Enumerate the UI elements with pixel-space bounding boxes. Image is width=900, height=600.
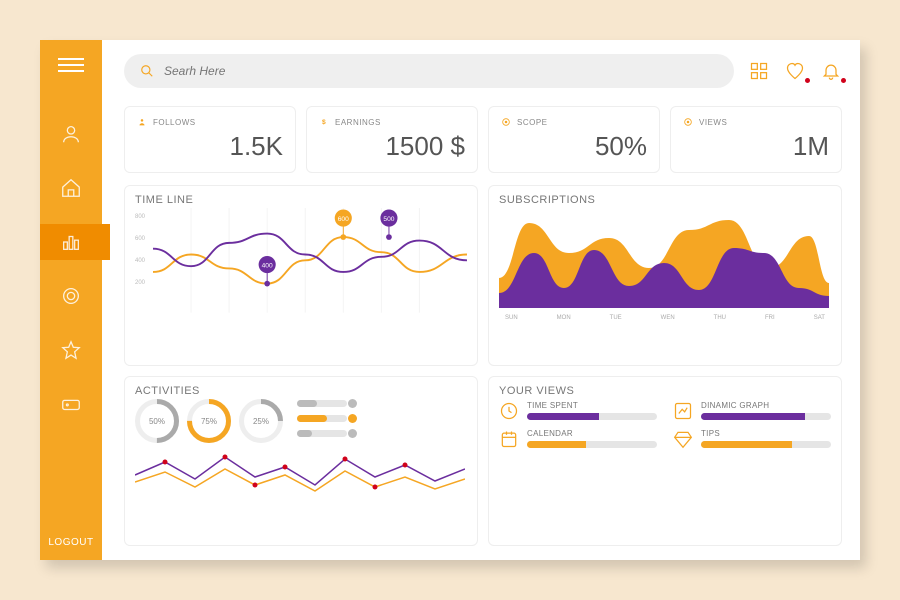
sidebar-item-star[interactable] xyxy=(40,332,102,368)
activities-panel: ACTIVITIES 50% 75% 25% xyxy=(124,376,478,547)
bell-icon[interactable] xyxy=(820,60,842,82)
stat-value: 1.5K xyxy=(137,131,283,162)
subscriptions-panel: SUBSCRIPTIONS SUNMONTUEWENTHUFRISAT xyxy=(488,185,842,366)
graph-icon xyxy=(673,401,693,421)
timeline-panel: TIME LINE 800600400200 400 600 500 xyxy=(124,185,478,366)
stat-cards: FOLLOWS 1.5K $ EARNINGS 1500 $ SCOPE 50% VIEWS 1… xyxy=(124,106,842,173)
dollar-icon: $ xyxy=(319,117,329,127)
activities-chart xyxy=(135,447,465,497)
sidebar-item-ticket[interactable] xyxy=(40,386,102,422)
donut-50%: 50% xyxy=(135,399,179,443)
calendar-icon xyxy=(499,429,519,449)
view-item-diamond: TIPS xyxy=(673,429,831,449)
diamond-icon xyxy=(673,429,693,449)
sidebar: LOGOUT xyxy=(40,40,102,560)
dashboard-app: LOGOUT FOLLOWS1.5K$EARN xyxy=(40,40,860,560)
svg-text:600: 600 xyxy=(338,216,349,223)
topbar xyxy=(124,54,842,88)
clock-icon xyxy=(499,401,519,421)
menu-toggle[interactable] xyxy=(58,54,84,76)
panel-title: ACTIVITIES xyxy=(135,385,467,397)
search-box[interactable] xyxy=(124,54,734,88)
view-item-calendar: CALENDAR xyxy=(499,429,657,449)
stat-label: EARNINGS xyxy=(335,118,381,127)
svg-text:50%: 50% xyxy=(149,417,165,426)
activity-pill xyxy=(297,414,357,423)
panel-title: SUBSCRIPTIONS xyxy=(499,194,831,206)
logout-button[interactable]: LOGOUT xyxy=(40,537,102,548)
donut-75%: 75% xyxy=(187,399,231,443)
search-icon xyxy=(140,64,154,78)
target-icon xyxy=(501,117,511,127)
chart-icon xyxy=(60,231,82,253)
view-label: CALENDAR xyxy=(527,429,657,438)
timeline-ylabels: 800600400200 xyxy=(135,214,145,286)
topbar-icons xyxy=(748,60,842,82)
activity-pill xyxy=(297,429,357,438)
user-icon xyxy=(60,123,82,145)
stat-value: 1M xyxy=(683,131,829,162)
svg-text:25%: 25% xyxy=(253,417,269,426)
search-input[interactable] xyxy=(164,64,718,78)
sidebar-item-chart[interactable] xyxy=(40,224,102,260)
panel-title: YOUR VIEWS xyxy=(499,385,831,397)
sidebar-item-user[interactable] xyxy=(40,116,102,152)
star-icon xyxy=(60,339,82,361)
activities-pills xyxy=(297,399,357,443)
user-icon xyxy=(137,117,147,127)
panel-title: TIME LINE xyxy=(135,194,467,206)
stat-value: 1500 $ xyxy=(319,131,465,162)
timeline-chart: 400 600 500 xyxy=(153,208,467,313)
notification-dot xyxy=(805,78,810,83)
stat-value: 50% xyxy=(501,131,647,162)
sidebar-item-circle[interactable] xyxy=(40,278,102,314)
svg-text:75%: 75% xyxy=(201,417,217,426)
view-label: DINAMIC GRAPH xyxy=(701,401,831,410)
views-panel: YOUR VIEWS TIME SPENT DINAMIC GRAPH CALEND… xyxy=(488,376,842,547)
grid-icon[interactable] xyxy=(748,60,770,82)
view-label: TIPS xyxy=(701,429,831,438)
activities-donuts: 50% 75% 25% xyxy=(135,399,283,443)
stat-label: SCOPE xyxy=(517,118,548,127)
view-item-graph: DINAMIC GRAPH xyxy=(673,401,831,421)
panels: TIME LINE 800600400200 400 600 500 SUBSCRI… xyxy=(124,185,842,546)
activity-pill xyxy=(297,399,357,408)
view-item-clock: TIME SPENT xyxy=(499,401,657,421)
heart-icon[interactable] xyxy=(784,60,806,82)
sidebar-nav xyxy=(40,116,102,422)
donut-25%: 25% xyxy=(239,399,283,443)
svg-text:400: 400 xyxy=(262,262,273,269)
stat-card-views: VIEWS 1M xyxy=(670,106,842,173)
target-icon xyxy=(683,117,693,127)
svg-text:500: 500 xyxy=(383,216,394,223)
stat-card-earnings: $ EARNINGS 1500 $ xyxy=(306,106,478,173)
stat-label: VIEWS xyxy=(699,118,727,127)
notification-dot xyxy=(841,78,846,83)
sidebar-item-home[interactable] xyxy=(40,170,102,206)
subscriptions-days: SUNMONTUEWENTHUFRISAT xyxy=(499,315,831,321)
subscriptions-chart xyxy=(499,208,829,308)
stat-label: FOLLOWS xyxy=(153,118,196,127)
views-grid: TIME SPENT DINAMIC GRAPH CALENDAR TIPS xyxy=(499,401,831,449)
main-content: FOLLOWS 1.5K $ EARNINGS 1500 $ SCOPE 50% VIEWS 1… xyxy=(102,40,860,560)
view-label: TIME SPENT xyxy=(527,401,657,410)
svg-text:$: $ xyxy=(322,119,326,126)
home-icon xyxy=(60,177,82,199)
ticket-icon xyxy=(60,393,82,415)
stat-card-scope: SCOPE 50% xyxy=(488,106,660,173)
stat-card-follows: FOLLOWS 1.5K xyxy=(124,106,296,173)
circle-icon xyxy=(60,285,82,307)
